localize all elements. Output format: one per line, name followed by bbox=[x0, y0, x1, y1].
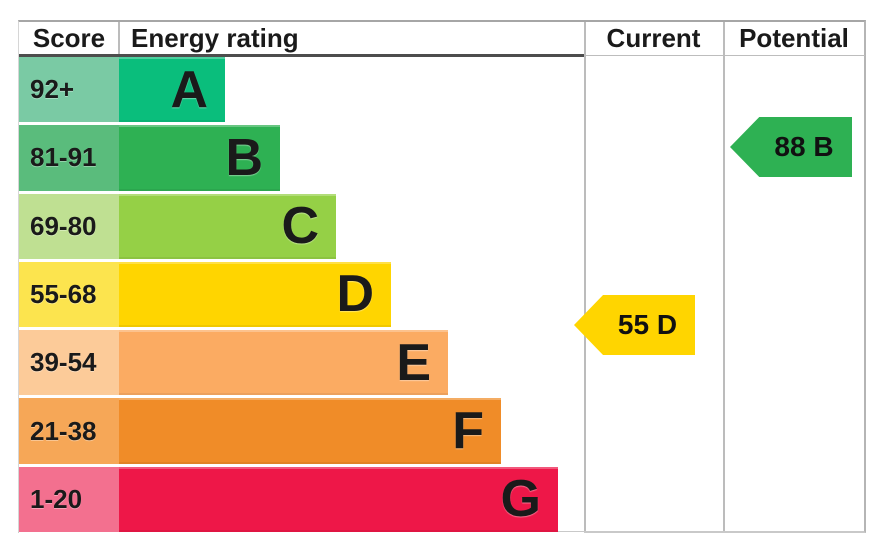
epc-chart: Score Energy rating Current Potential 92… bbox=[18, 20, 866, 535]
band-row-g: 1-20 G bbox=[19, 466, 584, 535]
chart-header: Score Energy rating Current Potential bbox=[19, 22, 865, 57]
header-energy-rating: Energy rating bbox=[131, 22, 299, 53]
rating-letter-e: E bbox=[396, 333, 431, 392]
rating-letter-f: F bbox=[452, 402, 484, 461]
score-range-f: 21-38 bbox=[19, 398, 119, 464]
rating-bar-e: E bbox=[119, 330, 448, 396]
rating-letter-g: G bbox=[500, 470, 541, 529]
rating-bands: 92+ A 81-91 B 69-80 C 55-68 D 39-54 E 21-38 F 1-20 G bbox=[19, 57, 584, 535]
band-row-b: 81-91 B bbox=[19, 125, 584, 194]
header-current: Current bbox=[606, 22, 701, 53]
band-row-c: 69-80 C bbox=[19, 193, 584, 262]
rating-letter-c: C bbox=[281, 197, 319, 256]
band-row-d: 55-68 D bbox=[19, 261, 584, 331]
rating-bar-g: G bbox=[119, 466, 558, 532]
rating-bar-b: B bbox=[119, 125, 280, 191]
score-range-g: 1-20 bbox=[19, 466, 119, 532]
band-row-e: 39-54 E bbox=[19, 330, 584, 399]
potential-column-divider bbox=[723, 22, 725, 531]
rating-bar-a: A bbox=[119, 57, 225, 123]
rating-bar-c: C bbox=[119, 193, 336, 259]
header-score: Score bbox=[32, 22, 106, 53]
rating-letter-b: B bbox=[225, 128, 263, 187]
current-rating-arrow: 55 D bbox=[574, 295, 695, 355]
rating-bar-d: D bbox=[119, 261, 391, 328]
score-range-a: 92+ bbox=[19, 57, 119, 123]
score-range-d: 55-68 bbox=[19, 261, 119, 328]
score-range-c: 69-80 bbox=[19, 193, 119, 259]
header-potential: Potential bbox=[739, 22, 849, 53]
current-column-divider bbox=[584, 22, 586, 531]
rating-bar-f: F bbox=[119, 398, 501, 464]
band-row-a: 92+ A bbox=[19, 57, 584, 126]
score-range-e: 39-54 bbox=[19, 330, 119, 396]
rating-letter-d: D bbox=[336, 265, 374, 324]
potential-rating-arrow: 88 B bbox=[730, 117, 852, 177]
header-divider bbox=[118, 22, 120, 54]
band-row-f: 21-38 F bbox=[19, 398, 584, 467]
header-underline bbox=[19, 54, 584, 57]
score-range-b: 81-91 bbox=[19, 125, 119, 191]
rating-letter-a: A bbox=[170, 60, 208, 119]
